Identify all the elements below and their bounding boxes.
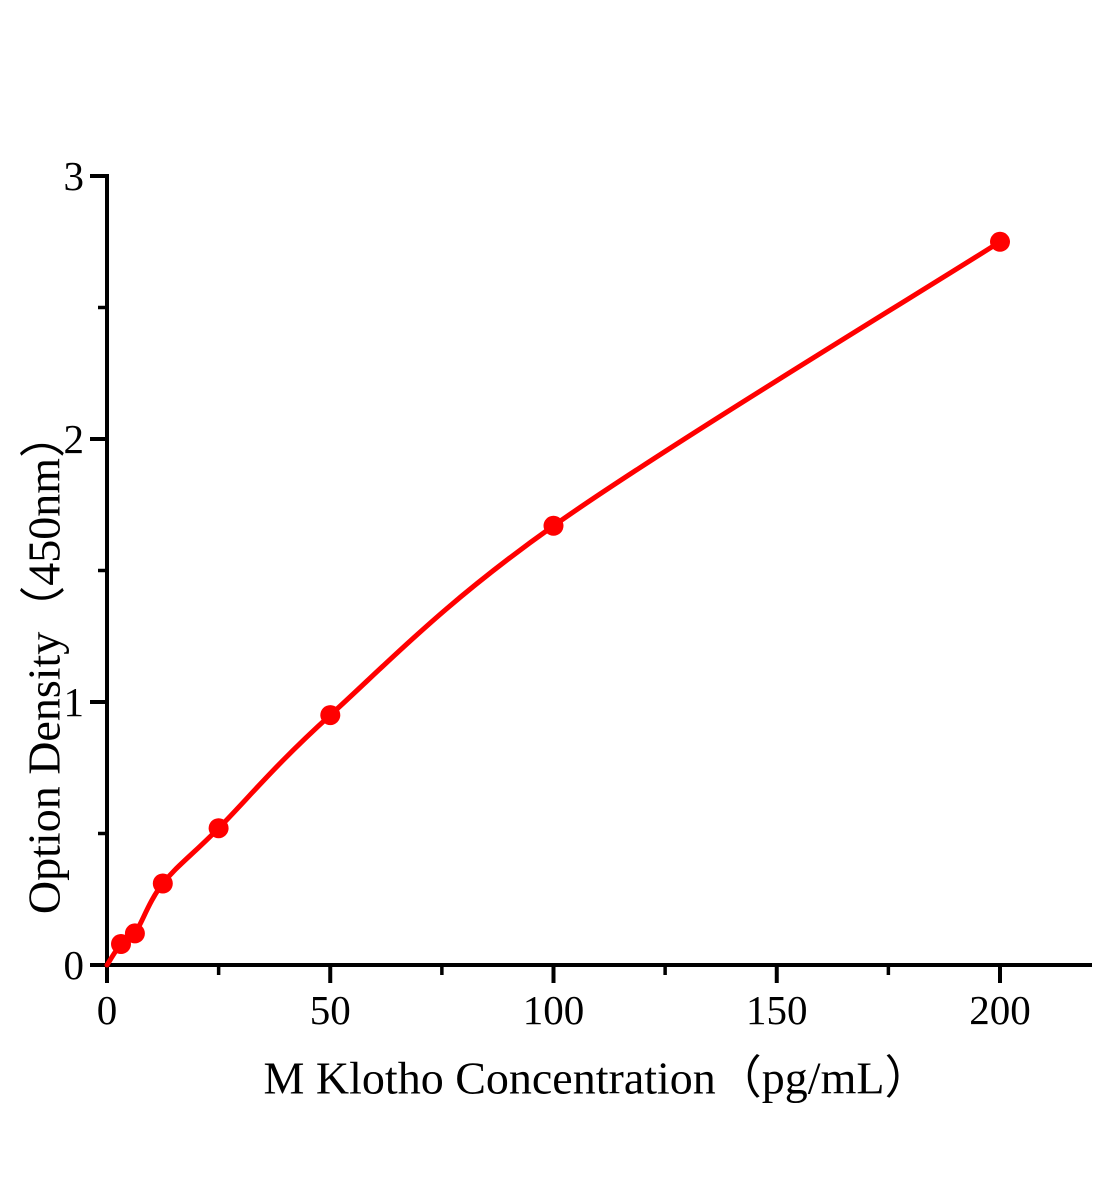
x-tick-label: 200 [969, 987, 1031, 1033]
axes-layer: 0 50 100 150 200 0 1 2 3 [64, 153, 1092, 1033]
y-tick-label: 2 [64, 416, 85, 462]
standard-curve-line [104, 239, 1003, 968]
data-point-marker [152, 873, 173, 894]
data-point-marker [208, 818, 229, 839]
series-layer [104, 231, 1010, 968]
data-point-marker [990, 231, 1010, 252]
data-point-marker [111, 934, 131, 954]
y-tick-label: 0 [64, 942, 85, 988]
y-axis-title: Option Density（450nm） [19, 412, 70, 914]
data-point-marker [320, 705, 341, 726]
x-tick-label: 50 [310, 987, 351, 1033]
data-point-marker [124, 923, 145, 944]
x-tick-label: 100 [523, 987, 585, 1033]
y-tick-label: 1 [64, 679, 85, 725]
x-axis-title: M Klotho Concentration（pg/mL） [264, 1053, 931, 1104]
x-tick-label: 0 [97, 987, 118, 1033]
x-tick-label: 150 [746, 987, 808, 1033]
y-tick-label: 3 [64, 153, 85, 199]
data-point-marker [543, 515, 564, 536]
